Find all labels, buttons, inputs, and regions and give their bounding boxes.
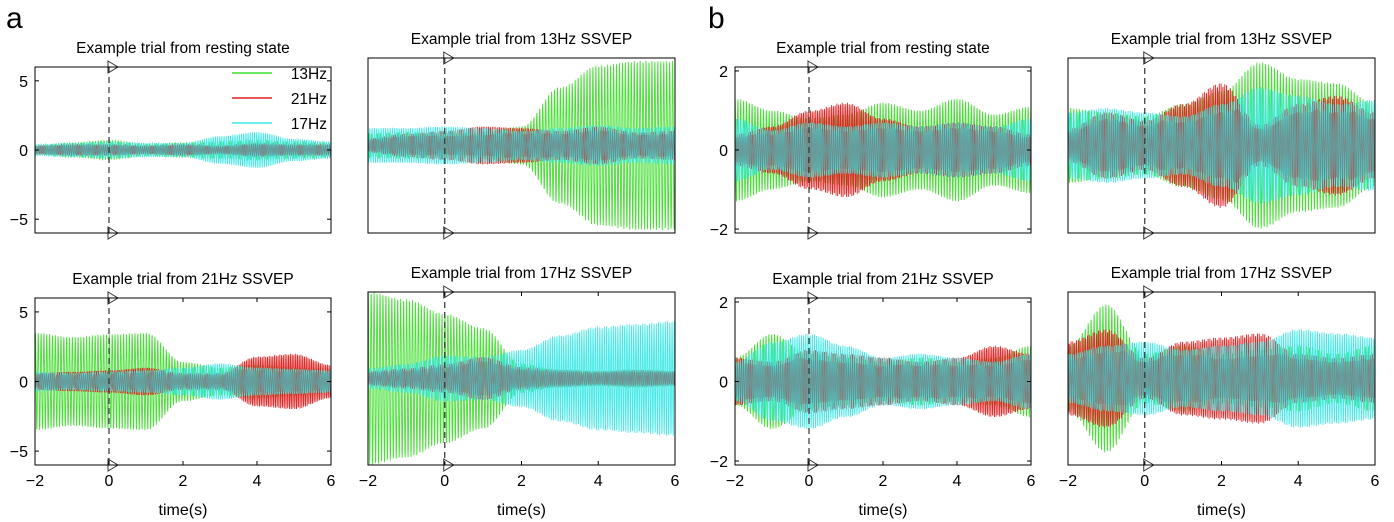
x-tick-label: 0 [805, 473, 814, 490]
x-axis-label: time(s) [497, 502, 546, 519]
x-tick-label: 4 [1294, 473, 1303, 490]
x-tick-label: 4 [953, 473, 962, 490]
x-tick-label: 6 [1027, 473, 1036, 490]
x-tick-label: 0 [1140, 473, 1149, 490]
x-tick-label: −2 [726, 473, 744, 490]
x-tick-label: −2 [26, 473, 44, 490]
y-tick-label: 0 [19, 143, 28, 160]
chart-panel-a-rest: −5 0 5 Example trial from resting state13Hz… [10, 40, 331, 239]
x-axis-label: time(s) [859, 502, 908, 519]
x-tick-label: 0 [105, 473, 114, 490]
y-tick-label: 5 [19, 305, 28, 322]
y-tick-label: −5 [10, 212, 28, 229]
chart-title: Example trial from 17Hz SSVEP [411, 265, 632, 282]
chart-panel-a-13: Example trial from 13Hz SSVEP [368, 31, 675, 239]
y-tick-label: 0 [719, 375, 728, 392]
y-tick-label: 2 [719, 295, 728, 312]
x-tick-label: 2 [517, 473, 526, 490]
chart-title: Example trial from 13Hz SSVEP [1111, 31, 1332, 48]
x-tick-label: 2 [1217, 473, 1226, 490]
y-tick-label: −5 [10, 444, 28, 461]
x-tick-label: −2 [1059, 473, 1077, 490]
y-tick-label: 5 [19, 74, 28, 91]
plot-area [1068, 305, 1375, 453]
x-tick-label: −2 [359, 473, 377, 490]
x-tick-label: 0 [440, 473, 449, 490]
x-tick-label: 6 [671, 473, 680, 490]
chart-panel-b-rest: −2 0 2 Example trial from resting state [710, 40, 1031, 239]
y-tick-label: −2 [710, 222, 728, 239]
legend-label-13Hz: 13Hz [291, 66, 327, 83]
x-tick-label: 4 [594, 473, 603, 490]
x-tick-label: 4 [253, 473, 262, 490]
plot-area [35, 333, 331, 430]
legend-label-21Hz: 21Hz [291, 91, 327, 108]
chart-panel-b-21: −2 0 2 −2 0 2 4 6 Example trial from 21Hz SSVEP t… [710, 271, 1036, 519]
plot-area [1068, 63, 1375, 229]
x-axis-label: time(s) [1197, 502, 1246, 519]
chart-panel-b-13: Example trial from 13Hz SSVEP [1068, 31, 1375, 239]
y-tick-label: 0 [719, 143, 728, 160]
chart-title: Example trial from 13Hz SSVEP [411, 31, 632, 48]
x-tick-label: 2 [879, 473, 888, 490]
x-tick-label: 6 [327, 473, 336, 490]
legend-label-17Hz: 17Hz [291, 116, 327, 133]
chart-title: Example trial from 21Hz SSVEP [72, 271, 293, 288]
y-tick-label: 0 [19, 375, 28, 392]
plot-area [735, 99, 1031, 201]
plot-area [368, 292, 675, 464]
x-tick-label: 6 [1371, 473, 1380, 490]
chart-panel-b-17: −2 0 2 4 6 Example trial from 17Hz SSVEP time(… [1059, 265, 1380, 519]
plot-area [368, 61, 675, 230]
chart-title: Example trial from 17Hz SSVEP [1111, 265, 1332, 282]
x-axis-label: time(s) [159, 502, 208, 519]
chart-title: Example trial from resting state [776, 40, 990, 57]
y-tick-label: −2 [710, 454, 728, 471]
chart-title: Example trial from 21Hz SSVEP [772, 271, 993, 288]
x-tick-label: 2 [179, 473, 188, 490]
plot-area [35, 132, 331, 168]
plot-area [735, 334, 1031, 429]
chart-title: Example trial from resting state [76, 40, 290, 57]
y-tick-label: 2 [719, 64, 728, 81]
chart-panel-a-17: −2 0 2 4 6 Example trial from 17Hz SSVEP time(… [359, 265, 680, 519]
chart-panel-a-21: −5 0 5 −2 0 2 4 6 Example trial from 21Hz SSVEP t… [10, 271, 336, 519]
